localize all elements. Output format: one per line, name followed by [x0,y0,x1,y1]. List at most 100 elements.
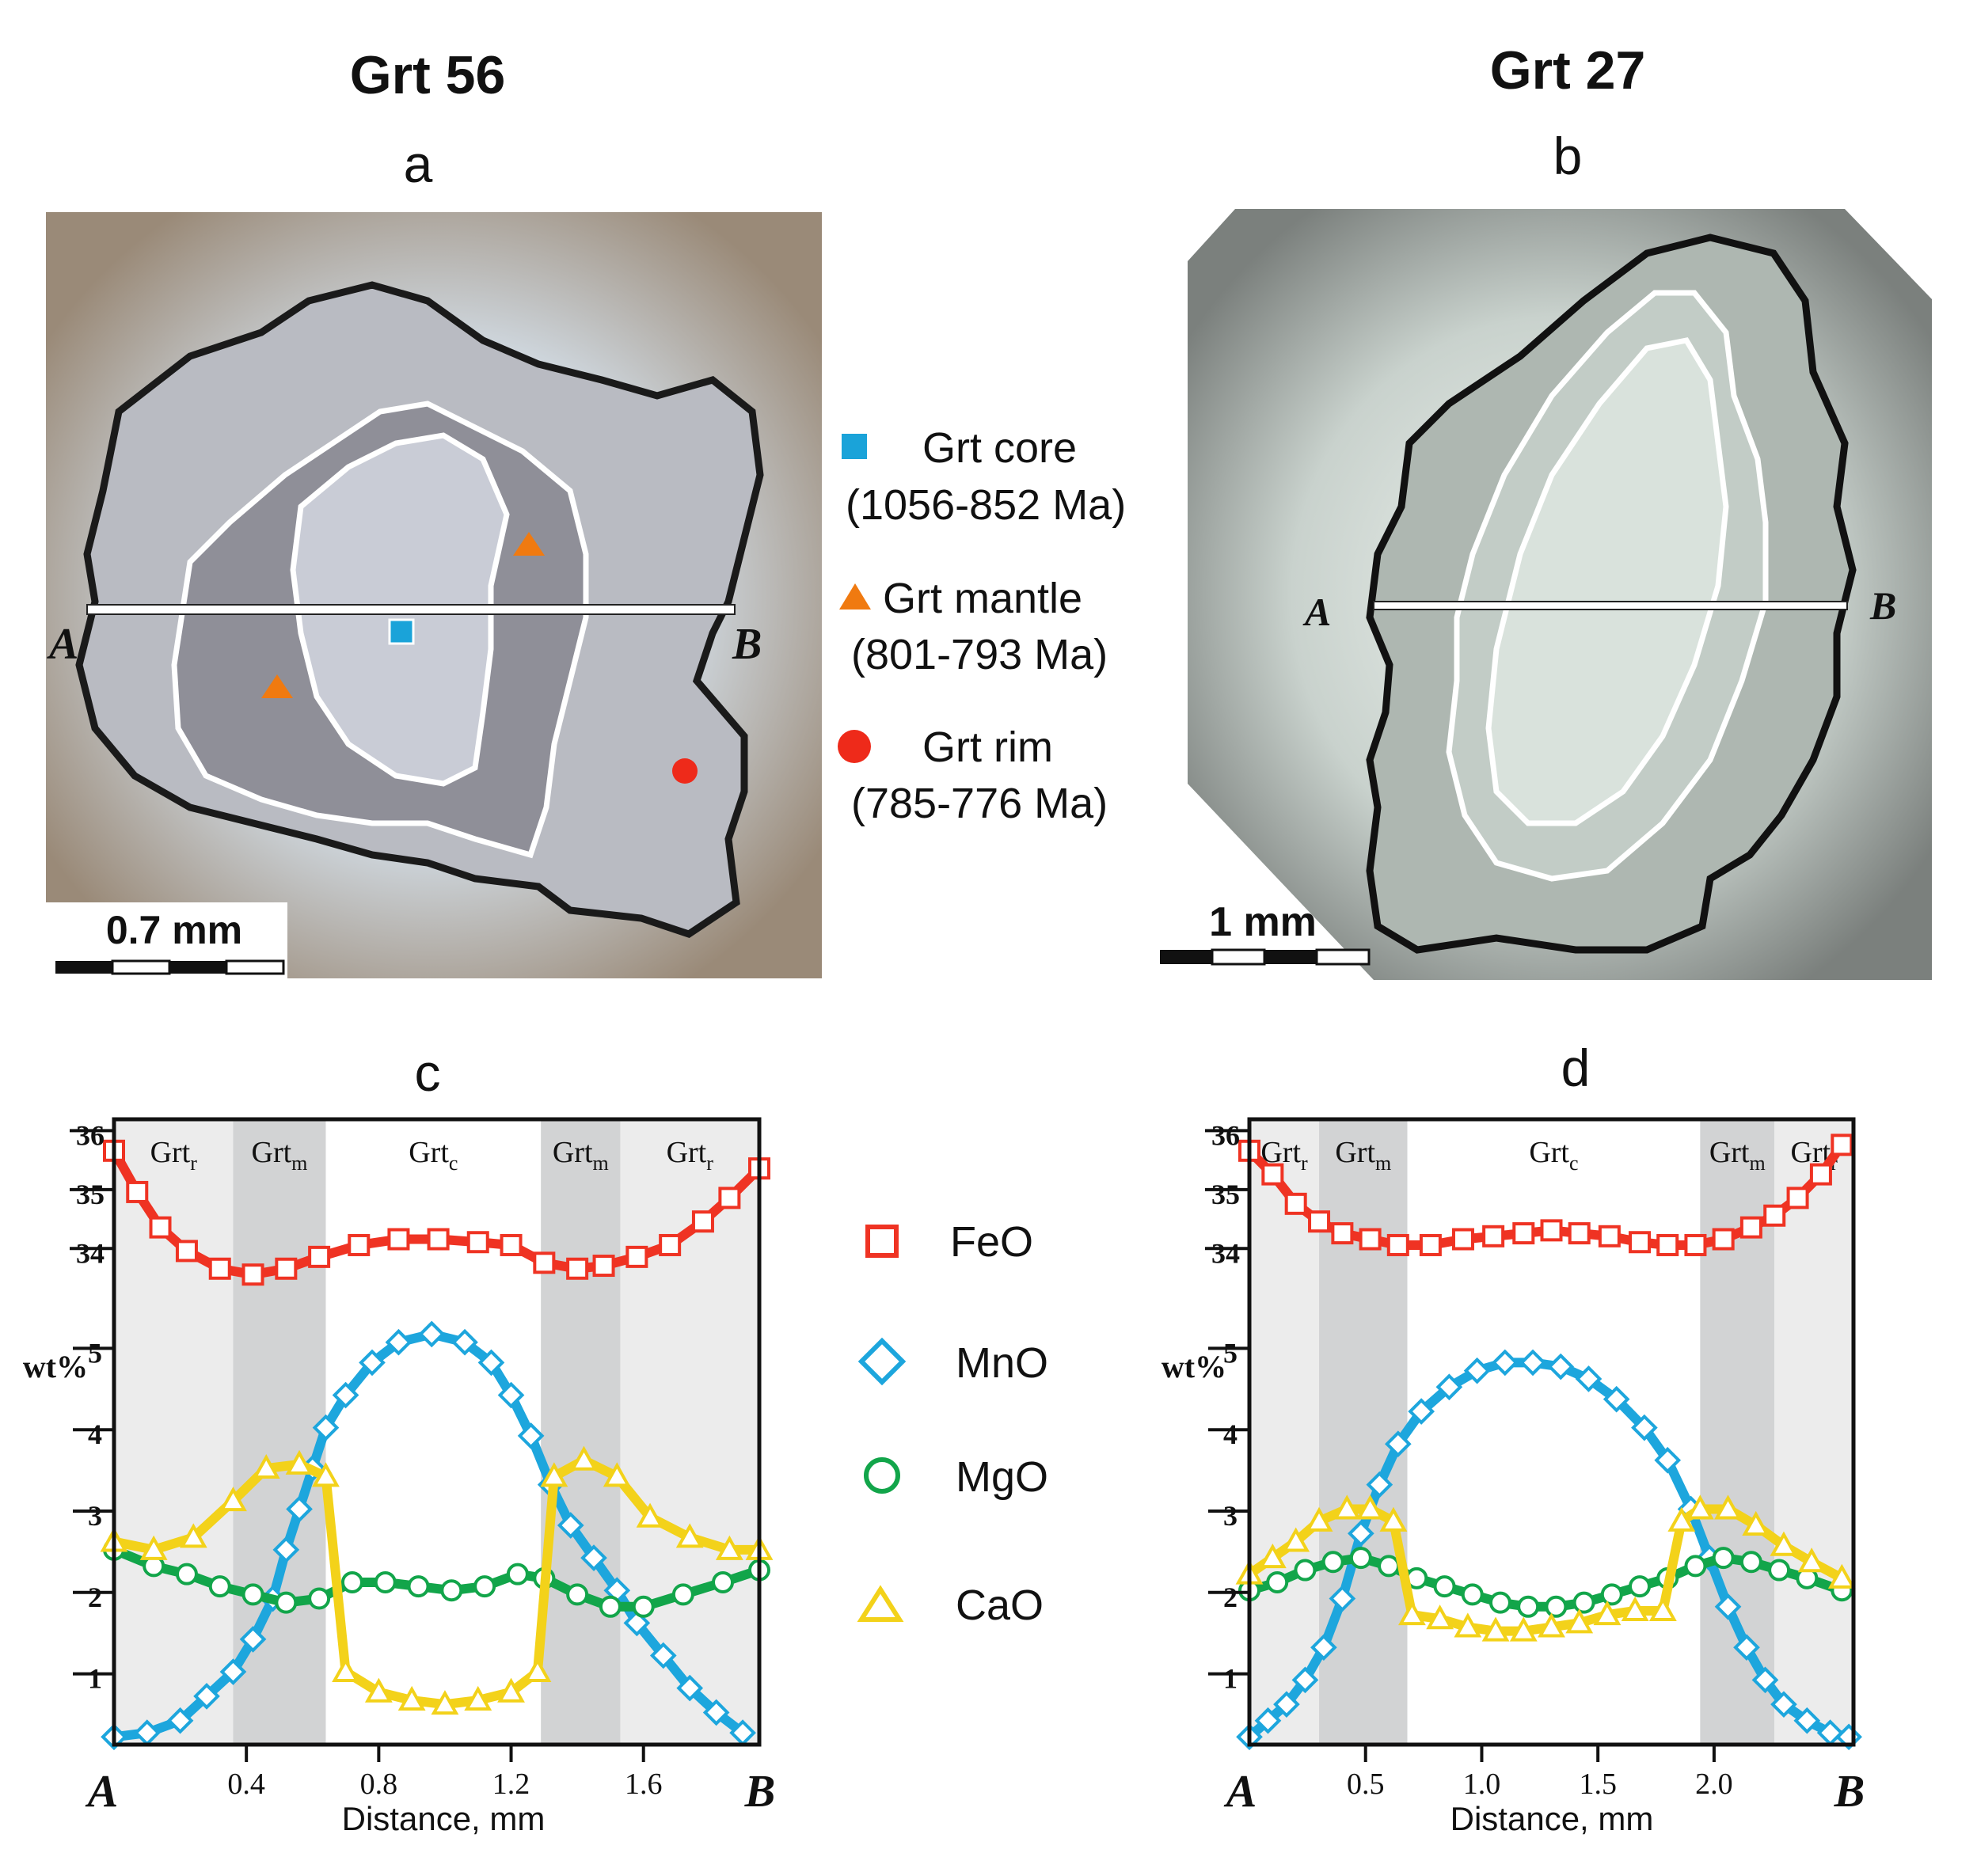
point-mgo-11 [1545,1595,1568,1618]
point-cao-1 [139,1535,168,1560]
photo-b-profile-line [1373,601,1848,610]
point-mno-24 [1770,1691,1797,1718]
chart-d-x-axis: 0.5 1.0 1.5 2.0 [1347,1745,1733,1801]
point-feo-10 [1512,1222,1535,1245]
point-mno-10 [1435,1373,1463,1401]
point-mgo-5 [275,1591,298,1614]
xtick-label-3: 1.6 [625,1768,663,1801]
point-mgo-16 [1684,1555,1707,1578]
point-mno-24 [649,1642,677,1669]
xtick-label-0: 0.5 [1347,1768,1385,1801]
point-mno-16 [477,1349,505,1377]
series-mno-line [1246,1358,1850,1742]
point-feo-17 [1712,1228,1735,1251]
point-mno-17 [497,1381,525,1409]
chart-c-xlabel: Distance, mm [342,1800,546,1837]
point-cao-14 [1593,1600,1622,1626]
point-mgo-17 [671,1583,694,1606]
point-mno-2 [1273,1691,1300,1718]
point-feo-9 [387,1228,410,1251]
point-mgo-3 [1321,1551,1344,1574]
point-cao-17 [636,1502,664,1528]
xtick-label-0: 0.4 [227,1768,265,1801]
ytick-label-1: 1 [1223,1663,1238,1695]
point-cao-12 [497,1677,525,1703]
point-mno-21 [1714,1593,1742,1620]
point-cao-18 [1686,1494,1714,1520]
point-mgo-9 [407,1575,430,1598]
point-feo-2 [1284,1192,1307,1215]
point-cao-15 [570,1445,598,1471]
point-cao-16 [603,1462,631,1487]
photo-a-point-b: B [732,620,762,669]
point-cao-12 [1538,1612,1565,1638]
ytick-label-36: 36 [1211,1119,1240,1151]
chart-d-xlabel: Distance, mm [1450,1800,1654,1837]
point-cao-3 [1305,1506,1333,1532]
point-mgo-7 [340,1570,363,1593]
point-cao-10 [1481,1616,1510,1642]
point-mno-17 [1631,1414,1658,1441]
zone-grtr-0 [114,1119,234,1745]
legend-mno-label: MnO [956,1339,1048,1387]
point-feo-3 [175,1240,198,1263]
point-mno-3 [1291,1666,1319,1694]
point-cao-21 [1770,1531,1798,1556]
panel-b: Grt 27 b A B 1 mm [1160,40,1932,980]
photo-b-point-b: B [1869,583,1896,628]
panel-b-title: Grt 27 [1490,40,1646,101]
point-mgo-3 [208,1575,231,1598]
scalebar-b-label: 1 mm [1209,899,1317,945]
point-cao-11 [464,1685,492,1711]
point-feo-3 [1308,1210,1331,1233]
point-mno-15 [451,1328,478,1356]
point-cao-23 [1827,1563,1856,1589]
point-mno-7 [1366,1471,1393,1498]
scalebar-b [1160,948,1371,966]
chart-c-frame [112,1117,762,1747]
point-mno-11 [332,1381,359,1409]
point-feo-22 [1831,1134,1853,1156]
point-feo-1 [126,1180,149,1203]
zone-grtc-2 [1407,1119,1701,1745]
point-mno-13 [1519,1349,1546,1377]
photo-a-mantle-spot-1 [513,532,545,556]
point-mno-8 [1384,1430,1412,1458]
point-mno-5 [239,1626,267,1653]
point-feo-20 [1786,1187,1809,1210]
legend-mgo-marker [864,1457,900,1494]
ytick-label-3: 3 [88,1500,102,1532]
point-cao-18 [675,1523,704,1548]
point-mno-15 [1575,1365,1603,1392]
point-feo-4 [208,1257,231,1280]
point-cao-22 [1797,1548,1826,1573]
point-mno-5 [1329,1585,1356,1612]
point-cao-7 [332,1657,359,1683]
point-feo-21 [1809,1163,1832,1186]
point-mno-3 [193,1683,220,1710]
point-feo-19 [1763,1204,1786,1227]
point-mno-22 [1733,1634,1760,1661]
chart-c-x-axis: 0.4 0.8 1.2 1.6 [227,1745,662,1801]
point-feo-15 [592,1255,615,1278]
series-legend: FeO MnO MgO CaO [857,1218,1048,1629]
point-feo-8 [1451,1228,1474,1251]
point-feo-5 [241,1263,264,1286]
point-feo-7 [1419,1233,1442,1256]
zone-grtr-4 [1774,1119,1853,1745]
legend-feo-marker [865,1225,899,1258]
spot-legend: Grt core (1056-852 Ma) Grt mantle (801-7… [838,424,1126,827]
ytick-label-4: 4 [1223,1418,1238,1450]
photo-a-rim-spot [672,758,698,784]
chart-d-x-end: B [1834,1765,1865,1817]
point-cao-2 [1282,1527,1310,1552]
ytick-label-34: 34 [1211,1237,1240,1269]
chart-c-x-end: B [744,1765,776,1817]
point-feo-4 [1331,1222,1354,1245]
point-mno-14 [418,1320,446,1348]
xtick-label-1: 0.8 [360,1768,398,1801]
point-mgo-7 [1433,1575,1456,1598]
zone-label-0: Grtr [150,1136,198,1175]
